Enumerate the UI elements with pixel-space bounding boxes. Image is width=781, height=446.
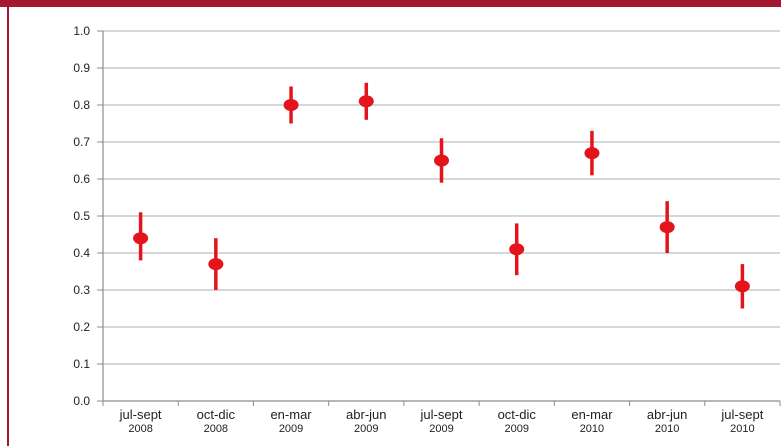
x-tick-label: abr-jun bbox=[346, 407, 386, 422]
x-tick-year-label: 2009 bbox=[429, 423, 453, 435]
x-tick-labels: jul-sept2008oct-dic2008en-mar2009abr-jun… bbox=[119, 407, 764, 435]
y-tick-labels: 0.0 0.1 0.2 0.3 0.4 0.5 0.6 0.7 0.8 0.9 1.0 bbox=[73, 24, 90, 408]
data-point bbox=[208, 258, 224, 271]
x-tick-year-label: 2010 bbox=[655, 423, 679, 435]
data-marks bbox=[133, 82, 750, 309]
y-tick-label: 0.4 bbox=[73, 246, 90, 260]
y-tick-label: 0.9 bbox=[73, 61, 90, 75]
x-tick-year-label: 2008 bbox=[204, 423, 228, 435]
y-tick-label: 0.7 bbox=[73, 135, 90, 149]
x-tick-label: jul-sept bbox=[420, 407, 463, 422]
y-tick-label: 0.5 bbox=[73, 209, 90, 223]
x-tick-label: jul-sept bbox=[119, 407, 162, 422]
axes bbox=[97, 30, 781, 406]
data-point bbox=[133, 232, 149, 245]
data-point bbox=[734, 280, 750, 293]
left-accent-rule bbox=[7, 7, 9, 446]
y-tick-label: 0.1 bbox=[73, 357, 90, 371]
header-accent-bar bbox=[0, 0, 781, 7]
y-tick-label: 0.2 bbox=[73, 320, 90, 334]
x-tick-label: abr-jun bbox=[647, 407, 687, 422]
data-point bbox=[584, 147, 600, 160]
gridlines bbox=[103, 30, 780, 365]
x-tick-label: en-mar bbox=[270, 407, 312, 422]
y-tick-label: 0.3 bbox=[73, 283, 90, 297]
x-tick-label: en-mar bbox=[571, 407, 613, 422]
data-point bbox=[659, 221, 675, 234]
y-tick-label: 0.8 bbox=[73, 98, 90, 112]
x-tick-label: oct-dic bbox=[498, 407, 537, 422]
x-tick-year-label: 2009 bbox=[354, 423, 378, 435]
x-tick-label: oct-dic bbox=[197, 407, 236, 422]
data-point bbox=[358, 95, 374, 108]
x-tick-year-label: 2008 bbox=[128, 423, 152, 435]
y-tick-label: 0.6 bbox=[73, 172, 90, 186]
x-tick-year-label: 2009 bbox=[279, 423, 303, 435]
data-point bbox=[283, 99, 299, 111]
x-tick-year-label: 2010 bbox=[730, 423, 754, 435]
data-point bbox=[434, 154, 449, 167]
x-tick-year-label: 2009 bbox=[504, 423, 528, 435]
x-tick-year-label: 2010 bbox=[580, 423, 604, 435]
y-tick-label: 1.0 bbox=[73, 24, 90, 38]
x-tick-label: jul-sept bbox=[720, 407, 763, 422]
data-point bbox=[509, 243, 525, 256]
y-tick-label: 0.0 bbox=[73, 394, 90, 408]
